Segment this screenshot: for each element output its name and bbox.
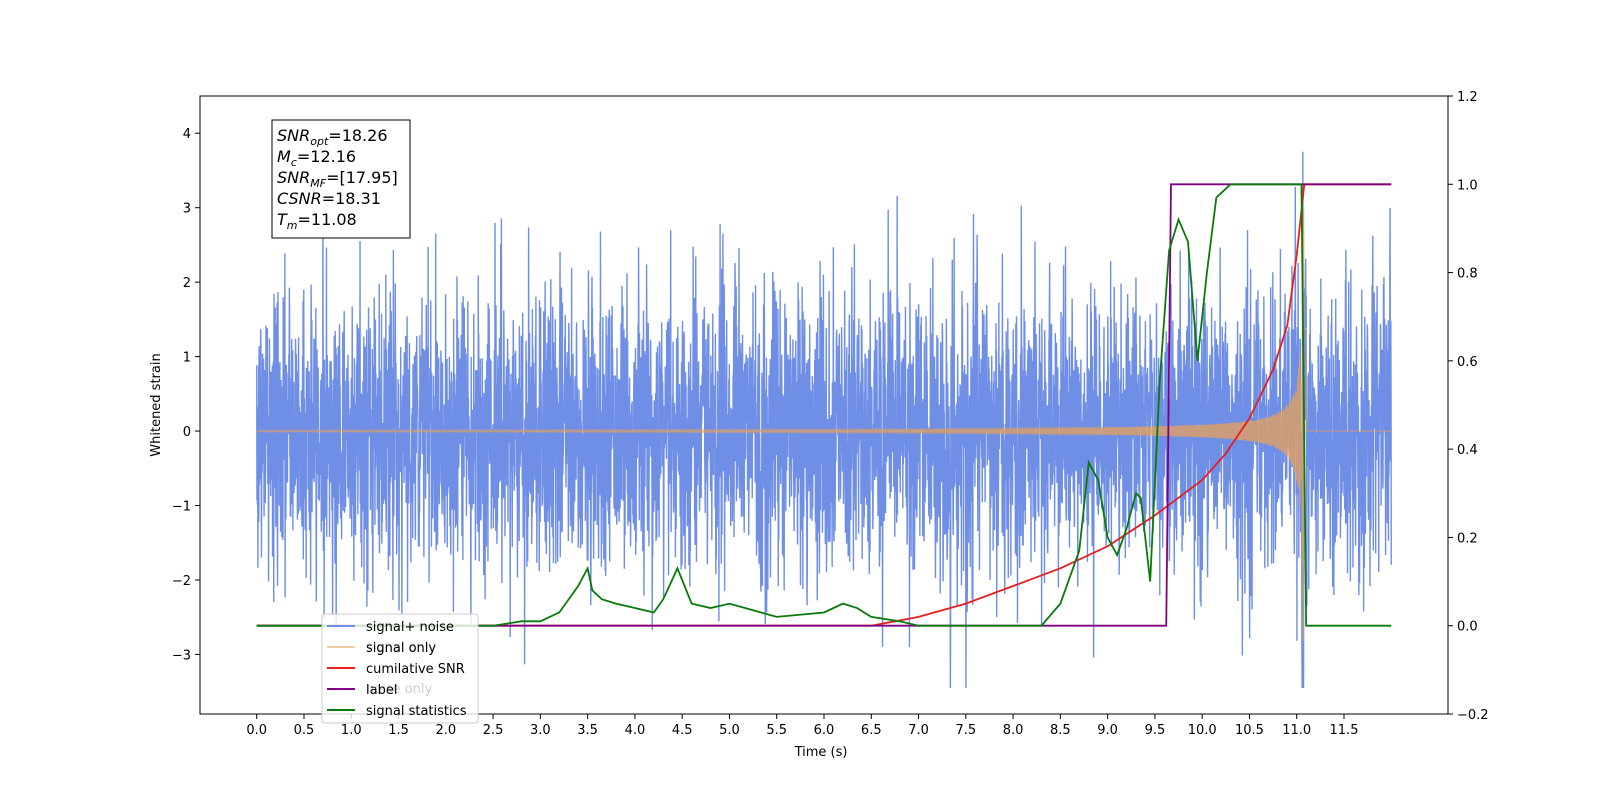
y2-tick-label: 0.8 (1457, 267, 1478, 282)
y-tick-label: −1 (172, 500, 191, 515)
legend: signal onlynoise onlysignal+ noisesignal… (321, 613, 479, 724)
x-tick-label: 0.5 (294, 723, 315, 738)
annotation-box: SNRopt=18.26Mc=12.16SNRMF=[17.95]CSNR=18… (271, 119, 411, 239)
x-tick-label: 11.5 (1330, 723, 1359, 738)
x-tick-label: 7.5 (955, 723, 976, 738)
y2-tick-label: −0.2 (1457, 708, 1489, 723)
annotation-line: Tm=11.08 (277, 210, 357, 232)
x-axis: 0.0 0.5 1.0 1.5 2.0 2.5 3.0 3.5 4.0 4.5 5.0 5.5 6.0 6… (246, 714, 1358, 738)
legend-item-label: signal+ noise (366, 620, 454, 635)
legend-item-label: signal statistics (366, 704, 467, 719)
x-tick-label: 3.0 (530, 723, 551, 738)
x-tick-label: 4.0 (625, 723, 646, 738)
x-tick-label: 4.5 (672, 723, 693, 738)
annotation-line: SNRopt=18.26 (277, 126, 388, 148)
x-tick-label: 8.5 (1050, 723, 1071, 738)
y2-tick-label: 0.0 (1457, 620, 1478, 635)
legend-frame (321, 613, 479, 724)
x-tick-label: 6.5 (861, 723, 882, 738)
y2-tick-label: 0.6 (1457, 355, 1478, 370)
annotation-line: CSNR=18.31 (277, 189, 381, 208)
y2-tick-label: 1.2 (1457, 90, 1478, 105)
series-cumilative-snr (256, 183, 1392, 627)
annotation-frame (271, 119, 411, 239)
x-tick-label: 7.0 (908, 723, 929, 738)
legend-item-label: label (366, 683, 397, 698)
annotation-line: SNRMF=[17.95] (277, 168, 398, 190)
legend-item-label: cumilative SNR (366, 662, 465, 677)
y-tick-label: 2 (183, 276, 191, 291)
y2-tick-label: 1.0 (1457, 178, 1478, 193)
x-tick-label: 5.5 (766, 723, 787, 738)
series-label (256, 183, 1392, 627)
x-tick-label: 10.5 (1235, 723, 1264, 738)
x-tick-label: 9.0 (1097, 723, 1118, 738)
x-tick-label: 0.0 (246, 723, 267, 738)
x-tick-label: 9.5 (1145, 723, 1166, 738)
series-layer (256, 151, 1392, 688)
series-signal-only (256, 207, 1392, 642)
x-tick-label: 1.0 (341, 723, 362, 738)
x-tick-label: 8.0 (1003, 723, 1024, 738)
x-tick-label: 11.0 (1282, 723, 1311, 738)
x-tick-label: 3.5 (577, 723, 598, 738)
series-signal-noise (256, 151, 1392, 688)
y-axis-label: Whitened strain (149, 353, 164, 456)
y-tick-label: −3 (172, 648, 191, 663)
x-tick-label: 2.0 (435, 723, 456, 738)
x-tick-label: 2.5 (483, 723, 504, 738)
y-axis-left: −3 −2 −1 0 1 2 3 4 (172, 127, 200, 663)
series-signal-statistics (256, 183, 1392, 627)
y-tick-label: 4 (183, 127, 191, 142)
legend-item-label: signal only (366, 641, 436, 656)
x-tick-label: 10.0 (1188, 723, 1217, 738)
y-tick-label: 3 (183, 202, 191, 217)
y-tick-label: 1 (183, 351, 191, 366)
y-axis-right: −0.2 0.0 0.2 0.4 0.6 0.8 1.0 1.2 (1448, 90, 1489, 723)
x-tick-label: 1.5 (388, 723, 409, 738)
y2-tick-label: 0.4 (1457, 443, 1478, 458)
annotation-line: Mc=12.16 (277, 147, 356, 169)
x-tick-label: 6.0 (814, 723, 835, 738)
x-axis-label: Time (s) (794, 745, 848, 760)
y-tick-label: 0 (183, 425, 191, 440)
y2-tick-label: 0.2 (1457, 531, 1478, 546)
y-tick-label: −2 (172, 574, 191, 589)
x-tick-label: 5.0 (719, 723, 740, 738)
